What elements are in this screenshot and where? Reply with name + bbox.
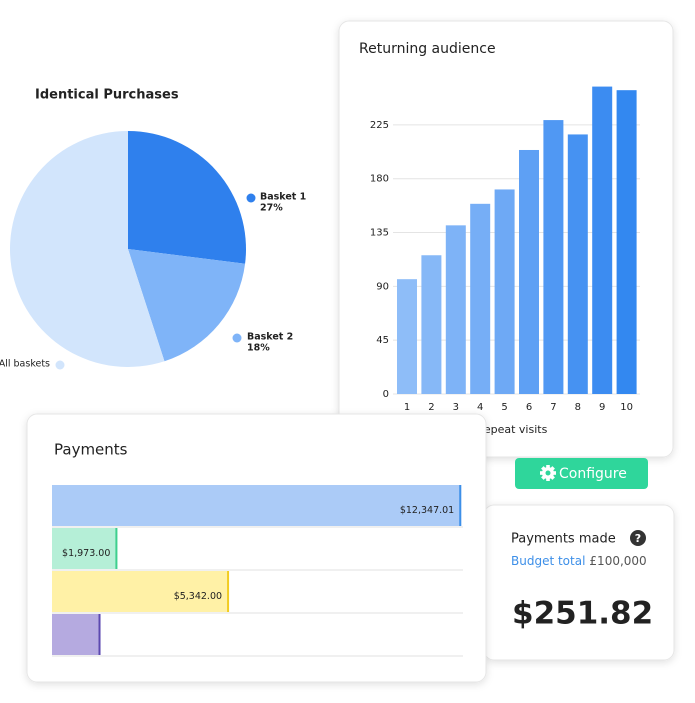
bar: [543, 120, 564, 394]
data-label: $5,342.00: [174, 591, 222, 602]
y-tick-label: 0: [383, 389, 389, 400]
amount: $251.82: [512, 596, 653, 632]
bar-card: Returning audience Repeat visits 0459013…: [338, 20, 674, 458]
legend-dot: [55, 360, 65, 370]
x-tick-label: 5: [501, 402, 507, 413]
pie-slice: [128, 131, 246, 264]
payments-card: Payments $12,347.01 $1,973.00 $5,342.00: [26, 413, 487, 683]
x-tick-label: 9: [599, 402, 605, 413]
bar: [397, 279, 417, 394]
pie-card: Identical Purchases Basket 127% Basket 21…: [0, 88, 306, 370]
x-tick-label: 2: [428, 402, 434, 413]
budget-value: £100,000: [589, 554, 646, 568]
x-tick-label: 8: [575, 402, 581, 413]
pie-slice: [128, 249, 246, 362]
x-tick-label: 7: [550, 402, 556, 413]
x-tick-label: 6: [526, 402, 532, 413]
bar: [445, 225, 466, 394]
data-label: 27%: [260, 203, 283, 214]
x-tick-label: 10: [620, 402, 633, 413]
data-label: $1,973.00: [62, 548, 110, 559]
legend-label: Basket 2: [247, 332, 293, 343]
budget-text: Budget total £100,000: [511, 554, 647, 568]
x-tick-label: 3: [453, 402, 459, 413]
legend-label: All baskets: [0, 359, 50, 370]
bar: [519, 149, 539, 394]
budget-label: Budget total: [511, 554, 585, 568]
x-axis-label: Repeat visits: [477, 423, 548, 436]
bar: [616, 90, 637, 394]
y-tick-label: 135: [370, 228, 389, 239]
x-tick-label: 1: [404, 402, 410, 413]
bar: [52, 614, 101, 655]
card: [26, 413, 487, 683]
y-tick-label: 225: [370, 120, 389, 131]
pie-slice: [10, 131, 165, 368]
card-title: Payments made: [511, 532, 616, 547]
payments-made-card: Payments made ? Budget total £100,000 $25…: [483, 504, 675, 661]
bar: [52, 528, 118, 569]
bar-edge: [227, 571, 230, 612]
x-tick-label: 4: [477, 402, 483, 413]
bar: [421, 255, 442, 394]
data-label: $12,347.01: [400, 505, 454, 516]
y-tick-label: 45: [376, 335, 389, 346]
bar-edge: [459, 485, 462, 526]
help-icon-glyph[interactable]: ?: [635, 532, 641, 545]
data-label: 18%: [247, 343, 270, 354]
bar: [52, 571, 230, 612]
legend-dot: [246, 193, 256, 203]
bar: [52, 485, 462, 526]
configure-button[interactable]: Configure: [515, 458, 648, 489]
chart-title: Identical Purchases: [35, 88, 179, 103]
bar: [494, 189, 515, 394]
bar: [470, 203, 491, 394]
card: [483, 504, 675, 661]
bar-edge: [98, 614, 101, 655]
help-icon[interactable]: [630, 530, 646, 546]
chart-title: Payments: [54, 441, 128, 459]
y-tick-label: 180: [370, 174, 389, 185]
legend-label: Basket 1: [260, 192, 306, 203]
legend-dot: [232, 333, 242, 343]
bar: [592, 86, 613, 394]
bar-edge: [115, 528, 118, 569]
y-tick-label: 90: [376, 281, 389, 292]
gear-icon: [540, 465, 556, 481]
bar: [567, 134, 588, 394]
chart-title: Returning audience: [359, 41, 496, 57]
button-label[interactable]: Configure: [559, 466, 627, 482]
